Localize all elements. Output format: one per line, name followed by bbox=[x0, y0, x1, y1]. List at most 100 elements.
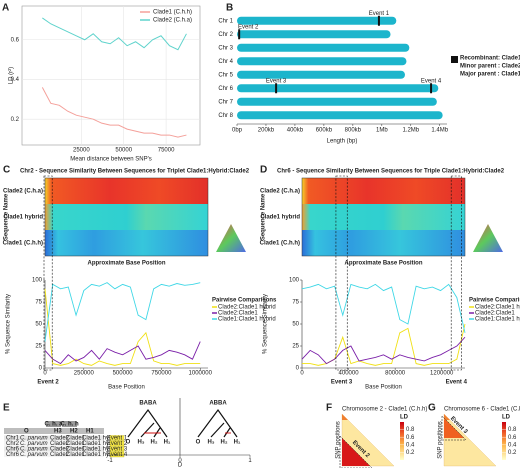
tree-leaf: H₂ bbox=[221, 440, 228, 446]
event-region bbox=[335, 175, 348, 371]
chart-title: Chr6 - Sequence Similarity Between Seque… bbox=[277, 169, 505, 175]
heatmap-row bbox=[45, 178, 208, 204]
tree-title: ABBA bbox=[209, 401, 227, 407]
category-label: Chr 3 bbox=[218, 45, 233, 51]
x-tick-label: 0 bbox=[178, 458, 182, 464]
bar bbox=[237, 57, 407, 66]
line-series bbox=[41, 87, 187, 138]
tree-leaf: H₁ bbox=[164, 440, 171, 446]
y-tick-label: 25 bbox=[292, 344, 299, 350]
y-axis-label: % Sequence Similarity bbox=[6, 294, 12, 354]
x-tick-label: 600kb bbox=[316, 128, 333, 134]
x-tick-label: 1 bbox=[248, 458, 252, 464]
heatmap-row bbox=[302, 204, 465, 230]
line-series bbox=[44, 282, 201, 342]
table-cell: Clade2 bbox=[50, 452, 70, 458]
event-region bbox=[43, 175, 53, 371]
color-key bbox=[216, 224, 246, 252]
event-region bbox=[450, 175, 462, 371]
legend-label: Clade2:Clade1 hybrid bbox=[475, 305, 520, 311]
legend-label: Clade1:Clade1 hybrid bbox=[218, 317, 276, 323]
table-cell: Clade2 bbox=[50, 436, 70, 442]
legend-label: Recombinant: Clade1 hybrid bbox=[460, 56, 520, 62]
table-cell: C. parvum bbox=[20, 436, 48, 442]
event-label: Event 1 bbox=[107, 436, 128, 442]
line-series bbox=[301, 283, 466, 333]
heatmap-row-label: Clade2 (C.h.a) bbox=[260, 189, 300, 195]
panel-label: F bbox=[326, 403, 332, 414]
plot-area bbox=[21, 5, 201, 146]
legend-label: Clade1 (C.h.h) bbox=[153, 10, 192, 16]
heatmap-frame bbox=[44, 177, 209, 257]
event-box bbox=[109, 446, 125, 452]
x-tick-label: 250000 bbox=[74, 371, 95, 377]
row-bg bbox=[4, 435, 104, 441]
line-series bbox=[44, 341, 201, 365]
y-tick-label: 0.4 bbox=[11, 77, 20, 83]
event-outline bbox=[339, 435, 373, 468]
event-label: Event 1 bbox=[369, 11, 390, 17]
plot-area bbox=[302, 280, 465, 368]
bar bbox=[237, 97, 437, 106]
y-axis-label: LD (r²) bbox=[9, 67, 15, 84]
x-tick-label: 400000 bbox=[339, 371, 360, 377]
table-cell: Clade1 bbox=[66, 441, 86, 447]
bar bbox=[237, 70, 405, 79]
panel-label: G bbox=[428, 403, 436, 414]
event-label: Event 2 bbox=[107, 441, 128, 447]
heatmap-row bbox=[45, 204, 208, 230]
y-tick-label: 100 bbox=[289, 278, 300, 284]
x-tick-label: 400kb bbox=[287, 128, 304, 134]
table-cell: Chr2 bbox=[6, 441, 20, 447]
y-tick-label: 0.6 bbox=[11, 37, 20, 43]
event-marker bbox=[275, 83, 278, 94]
event-box bbox=[109, 435, 125, 441]
tree-leaf: O bbox=[126, 440, 131, 446]
legend-label: Clade2:Clade1 bbox=[475, 311, 515, 317]
table-cell: C. parvum bbox=[20, 441, 48, 447]
category-label: Chr 2 bbox=[218, 32, 233, 38]
event-label: Event 3 bbox=[266, 78, 287, 84]
legend-swatch bbox=[451, 56, 458, 63]
line-series bbox=[44, 288, 201, 366]
table-cell: Chr6 bbox=[6, 452, 20, 458]
legend-title: Pairwise Comparisons bbox=[212, 298, 277, 304]
event-box bbox=[109, 440, 125, 447]
event-marker bbox=[430, 83, 433, 94]
panel-label: D bbox=[260, 165, 267, 176]
map-title: Chromosome 2 - Clade1 (C.h.h) bbox=[342, 407, 427, 413]
heatmap-row-label: Clade1 hybrid bbox=[3, 215, 43, 221]
row-bg bbox=[4, 446, 104, 452]
x-tick-label: -1 bbox=[107, 458, 113, 464]
bar bbox=[237, 43, 410, 52]
row-bg bbox=[4, 451, 104, 458]
x-tick-label: 800000 bbox=[385, 371, 406, 377]
heatmap-frame bbox=[301, 177, 466, 257]
x-axis-label: Base Position bbox=[108, 385, 145, 391]
heatmap-x-label: Approximate Base Position bbox=[87, 261, 165, 267]
table-cell: Clade1 hybrid bbox=[82, 452, 119, 458]
ld-band bbox=[342, 414, 348, 420]
bar bbox=[237, 30, 391, 39]
ld-band bbox=[444, 414, 450, 420]
event-label: Event 3 bbox=[331, 380, 353, 386]
x-axis-label: Mean distance between SNP's bbox=[70, 157, 152, 163]
x-tick-label: 0 bbox=[43, 371, 47, 377]
scale-tick-label: 0.6 bbox=[406, 435, 415, 441]
map-title: Chromosome 6 - Clade1 (C.h.h) bbox=[444, 407, 520, 413]
y-axis-label: % Sequence Similarity bbox=[263, 294, 269, 354]
legend-label: Clade2:Clade1 bbox=[218, 311, 258, 317]
scale-tick-label: 0.8 bbox=[508, 427, 517, 433]
table-cell: Clade1 bbox=[66, 447, 86, 453]
panel-label: E bbox=[3, 403, 10, 414]
table-cell: Clade1 bbox=[66, 452, 86, 458]
scale-tick-label: 0.8 bbox=[406, 427, 415, 433]
tree-branches bbox=[127, 408, 168, 438]
legend-title: LD bbox=[502, 415, 511, 421]
x-tick-label: 500000 bbox=[113, 371, 134, 377]
table-cell: C. parvum bbox=[20, 452, 48, 458]
y-tick-label: 25 bbox=[35, 344, 42, 350]
group-header-bg bbox=[46, 421, 61, 427]
line-series bbox=[42, 17, 187, 51]
